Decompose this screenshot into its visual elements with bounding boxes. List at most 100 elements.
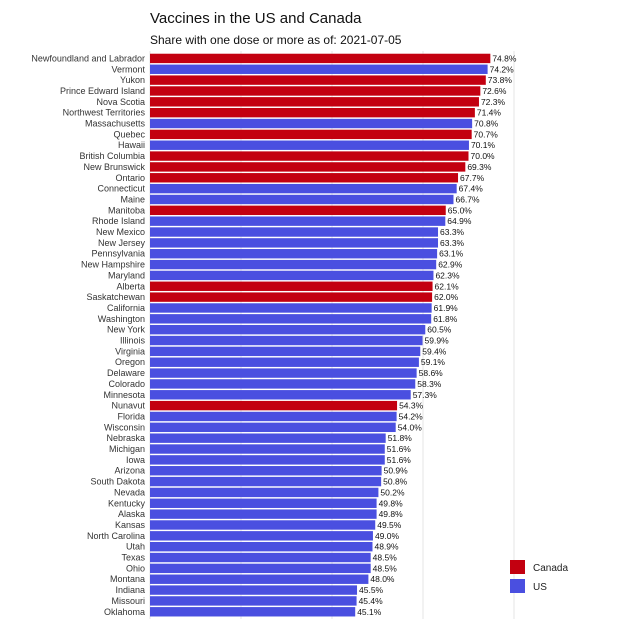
value-label: 66.7% [455, 194, 480, 204]
bar-canada [150, 400, 398, 411]
category-label: Prince Edward Island [60, 86, 145, 96]
category-label: Oklahoma [104, 607, 145, 617]
bar-us [150, 422, 396, 433]
value-label: 63.3% [440, 238, 465, 248]
bar-canada [150, 205, 446, 216]
bar-us [150, 303, 432, 313]
value-label: 70.1% [471, 140, 496, 150]
category-label: New Hampshire [81, 260, 145, 270]
value-label: 74.2% [490, 64, 515, 74]
category-label: Oregon [115, 357, 145, 367]
bar-us [150, 509, 377, 519]
value-label: 51.6% [387, 444, 412, 454]
category-label: Saskatchewan [86, 292, 145, 302]
value-label: 67.7% [460, 173, 485, 183]
value-label: 54.2% [399, 411, 424, 421]
value-label: 70.0% [471, 151, 496, 161]
bar-us [150, 259, 437, 270]
category-label: Maine [120, 194, 145, 204]
bar-us [150, 541, 373, 552]
category-label: Nunavut [111, 401, 145, 411]
value-label: 65.0% [448, 205, 473, 215]
bar-canada [150, 292, 433, 302]
bar-us [150, 314, 432, 324]
category-label: Manitoba [108, 205, 145, 215]
value-label: 48.9% [374, 542, 399, 552]
value-label: 70.8% [474, 119, 499, 129]
bar-us [150, 607, 356, 617]
category-label: Hawaii [118, 140, 145, 150]
category-label: Texas [121, 553, 145, 563]
value-label: 50.9% [384, 466, 409, 476]
category-label: Colorado [108, 379, 145, 389]
value-labels: 74.8%74.2%73.8%72.6%72.3%71.4%70.8%70.7%… [357, 53, 517, 616]
bar-us [150, 476, 382, 487]
bar-us [150, 216, 446, 226]
value-label: 62.1% [435, 281, 460, 291]
value-label: 45.1% [357, 607, 382, 617]
bar-us [150, 596, 357, 606]
bar-us [150, 249, 438, 259]
value-label: 73.8% [488, 75, 513, 85]
value-label: 57.3% [413, 390, 438, 400]
bar-canada [150, 97, 479, 107]
bar-us [150, 194, 454, 205]
value-label: 63.3% [440, 227, 465, 237]
value-label: 60.5% [427, 325, 452, 335]
bar-us [150, 563, 371, 574]
value-label: 59.4% [422, 346, 447, 356]
value-label: 69.3% [467, 162, 492, 172]
bar-us [150, 411, 397, 422]
bar-us [150, 140, 469, 150]
bar-canada [150, 75, 486, 85]
value-label: 72.3% [481, 97, 506, 107]
legend-swatch-canada [510, 560, 525, 574]
category-label: Kansas [115, 520, 146, 530]
bar-canada [150, 129, 472, 140]
bar-us [150, 552, 371, 563]
value-label: 51.8% [388, 433, 413, 443]
category-label: Alberta [116, 281, 145, 291]
value-label: 63.1% [439, 249, 464, 259]
bar-us [150, 183, 457, 194]
value-label: 61.9% [434, 303, 459, 313]
chart-subtitle: Share with one dose or more as of: 2021-… [150, 33, 402, 47]
category-label: California [107, 303, 145, 313]
legend-label-us: US [533, 582, 547, 593]
value-label: 71.4% [477, 108, 502, 118]
bar-us [150, 455, 385, 465]
value-label: 62.0% [434, 292, 459, 302]
category-label: British Columbia [79, 151, 145, 161]
bar-us [150, 357, 419, 367]
bar-us [150, 390, 411, 400]
value-label: 48.5% [373, 563, 398, 573]
value-label: 49.8% [379, 509, 404, 519]
category-label: Florida [117, 411, 145, 421]
category-label: New Brunswick [83, 162, 145, 172]
category-label: Iowa [126, 455, 145, 465]
bar-us [150, 585, 358, 595]
category-label: Illinois [120, 336, 146, 346]
bar-us [150, 346, 421, 357]
category-label: New Jersey [98, 238, 146, 248]
category-label: Yukon [120, 75, 145, 85]
category-label: Maryland [108, 270, 145, 280]
bar-canada [150, 151, 469, 161]
bar-canada [150, 107, 475, 118]
category-label: Michigan [109, 444, 145, 454]
bar-canada [150, 53, 491, 64]
value-label: 51.6% [387, 455, 412, 465]
category-label: Virginia [115, 346, 145, 356]
bar-us [150, 270, 434, 281]
legend-swatch-us [510, 579, 525, 593]
bar-us [150, 324, 426, 335]
value-label: 48.0% [370, 574, 395, 584]
bar-canada [150, 162, 466, 172]
category-label: Massachusetts [85, 119, 146, 129]
value-label: 62.9% [438, 260, 463, 270]
bar-us [150, 433, 386, 443]
value-label: 64.9% [447, 216, 472, 226]
bar-us [150, 531, 373, 541]
value-label: 58.6% [419, 368, 444, 378]
